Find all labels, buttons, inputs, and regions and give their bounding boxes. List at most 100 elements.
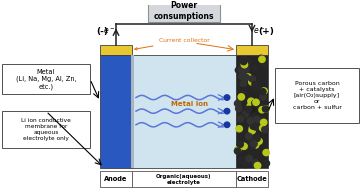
Circle shape <box>242 161 248 168</box>
Circle shape <box>252 160 259 166</box>
Circle shape <box>239 114 245 120</box>
Circle shape <box>263 106 269 112</box>
Circle shape <box>242 63 248 69</box>
Circle shape <box>238 94 244 100</box>
Circle shape <box>224 108 230 114</box>
FancyBboxPatch shape <box>2 64 90 94</box>
Circle shape <box>253 124 259 130</box>
Circle shape <box>242 67 249 73</box>
Circle shape <box>253 84 260 90</box>
FancyBboxPatch shape <box>148 0 220 22</box>
Circle shape <box>256 138 262 144</box>
FancyBboxPatch shape <box>131 55 134 168</box>
FancyBboxPatch shape <box>236 45 268 55</box>
Text: Power
consumptions: Power consumptions <box>154 1 214 21</box>
Circle shape <box>252 116 258 122</box>
Circle shape <box>260 125 266 131</box>
Circle shape <box>261 119 267 125</box>
FancyBboxPatch shape <box>236 55 268 168</box>
Circle shape <box>259 56 265 62</box>
Circle shape <box>260 94 266 100</box>
Circle shape <box>251 64 258 71</box>
Circle shape <box>257 122 264 128</box>
Circle shape <box>249 106 256 112</box>
Circle shape <box>240 60 246 67</box>
Circle shape <box>249 125 256 131</box>
Circle shape <box>254 135 260 142</box>
Circle shape <box>239 73 245 80</box>
Circle shape <box>261 88 267 94</box>
Circle shape <box>249 76 256 82</box>
Circle shape <box>251 141 257 147</box>
Circle shape <box>245 59 251 65</box>
Circle shape <box>240 57 247 63</box>
Circle shape <box>243 66 249 72</box>
Text: Li ion conductive
membrane for
aqueous
electrolyte only: Li ion conductive membrane for aqueous e… <box>21 119 71 141</box>
Text: Metal
(Li, Na, Mg, Al, Zn,
etc.): Metal (Li, Na, Mg, Al, Zn, etc.) <box>16 69 76 90</box>
Circle shape <box>247 103 254 109</box>
Circle shape <box>246 156 252 162</box>
Circle shape <box>239 67 245 73</box>
Circle shape <box>260 92 266 99</box>
Text: Metal Ion: Metal Ion <box>171 101 209 107</box>
Circle shape <box>249 143 256 149</box>
Circle shape <box>254 116 260 122</box>
Circle shape <box>242 112 248 118</box>
Circle shape <box>262 126 268 133</box>
FancyBboxPatch shape <box>236 171 268 187</box>
Text: (+): (+) <box>258 27 274 36</box>
FancyBboxPatch shape <box>275 68 359 123</box>
FancyBboxPatch shape <box>132 55 236 168</box>
Circle shape <box>239 91 245 97</box>
Text: $e^-$: $e^-$ <box>103 26 115 36</box>
Text: $e^-$: $e^-$ <box>253 26 265 36</box>
Circle shape <box>252 100 258 106</box>
Circle shape <box>257 118 264 124</box>
FancyBboxPatch shape <box>100 171 132 187</box>
Circle shape <box>244 58 250 65</box>
Circle shape <box>257 102 263 108</box>
Circle shape <box>243 74 249 81</box>
Text: Porous carbon
+ catalysts
[air(O₂)supply]
or
carbon + sulfur: Porous carbon + catalysts [air(O₂)supply… <box>292 81 342 110</box>
Circle shape <box>253 99 259 105</box>
Circle shape <box>241 143 247 149</box>
Circle shape <box>240 80 247 86</box>
Circle shape <box>249 79 255 85</box>
FancyBboxPatch shape <box>100 55 132 168</box>
Circle shape <box>240 58 247 65</box>
Circle shape <box>247 118 253 124</box>
Text: Anode: Anode <box>104 176 128 182</box>
Circle shape <box>250 123 256 129</box>
Circle shape <box>236 105 242 112</box>
Circle shape <box>245 106 252 113</box>
Circle shape <box>239 157 245 164</box>
Text: Cathode: Cathode <box>236 176 268 182</box>
Circle shape <box>237 116 244 122</box>
Circle shape <box>262 106 269 112</box>
Circle shape <box>245 133 252 139</box>
Text: Organic(aqueous)
electrolyte: Organic(aqueous) electrolyte <box>156 174 212 185</box>
Circle shape <box>241 62 248 68</box>
Circle shape <box>248 137 254 143</box>
Circle shape <box>235 67 242 73</box>
Circle shape <box>260 61 267 67</box>
Circle shape <box>252 142 259 148</box>
Circle shape <box>255 163 261 169</box>
FancyBboxPatch shape <box>100 45 132 55</box>
Circle shape <box>224 95 230 100</box>
Circle shape <box>258 55 264 61</box>
Circle shape <box>224 122 230 128</box>
Circle shape <box>245 74 251 80</box>
Circle shape <box>249 128 255 134</box>
Circle shape <box>258 122 265 128</box>
Circle shape <box>243 159 249 165</box>
Circle shape <box>263 149 269 156</box>
FancyBboxPatch shape <box>132 171 236 187</box>
Text: Current collector: Current collector <box>135 38 209 50</box>
Circle shape <box>235 146 241 153</box>
Circle shape <box>250 80 257 87</box>
Circle shape <box>258 117 265 123</box>
Circle shape <box>234 148 241 154</box>
Circle shape <box>253 83 259 89</box>
Circle shape <box>248 98 254 104</box>
